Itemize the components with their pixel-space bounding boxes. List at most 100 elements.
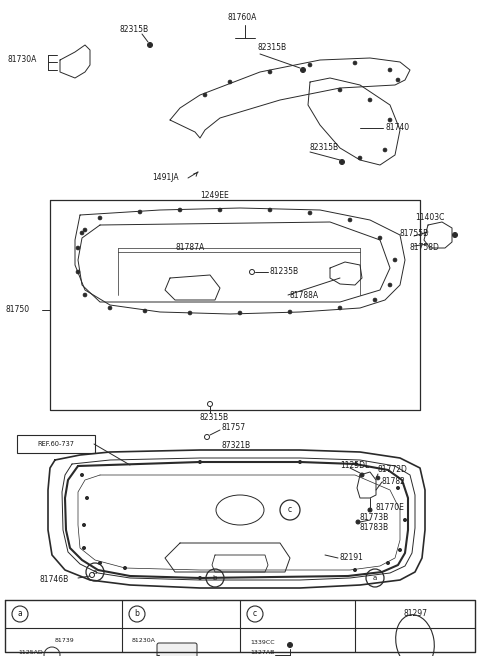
Circle shape — [98, 216, 102, 220]
Text: 87321B: 87321B — [222, 440, 251, 449]
Circle shape — [288, 310, 292, 314]
Text: c: c — [288, 506, 292, 514]
Circle shape — [396, 78, 400, 82]
Circle shape — [268, 70, 272, 73]
Text: b: b — [213, 575, 217, 581]
Circle shape — [353, 569, 357, 571]
Text: 82315B: 82315B — [258, 43, 287, 52]
Text: b: b — [134, 609, 139, 619]
Text: 81750: 81750 — [6, 306, 30, 314]
Text: 81755B: 81755B — [400, 228, 429, 237]
Text: 1327AB: 1327AB — [250, 651, 275, 655]
Circle shape — [288, 642, 292, 647]
Text: 81230A: 81230A — [132, 638, 156, 642]
Circle shape — [199, 577, 202, 579]
Circle shape — [218, 208, 222, 212]
Circle shape — [108, 306, 112, 310]
Text: 81773B: 81773B — [360, 514, 389, 522]
Circle shape — [83, 523, 85, 527]
Text: 82315B: 82315B — [200, 413, 229, 422]
FancyBboxPatch shape — [17, 435, 95, 453]
Circle shape — [308, 63, 312, 67]
Circle shape — [388, 283, 392, 287]
FancyBboxPatch shape — [157, 643, 197, 656]
Text: 81772D: 81772D — [378, 466, 408, 474]
Circle shape — [453, 232, 457, 237]
Text: 81760A: 81760A — [228, 14, 257, 22]
Circle shape — [355, 462, 358, 466]
Circle shape — [203, 93, 207, 97]
Circle shape — [199, 461, 202, 464]
Text: a: a — [18, 609, 23, 619]
Text: 82315B: 82315B — [120, 26, 149, 35]
Text: a: a — [373, 575, 377, 581]
Circle shape — [228, 80, 232, 84]
Text: 81746B: 81746B — [40, 575, 69, 584]
Text: 81783B: 81783B — [360, 523, 389, 533]
Circle shape — [393, 258, 397, 262]
Circle shape — [353, 61, 357, 65]
Circle shape — [383, 148, 387, 152]
Circle shape — [98, 562, 101, 565]
Circle shape — [308, 211, 312, 215]
Circle shape — [299, 461, 301, 464]
Text: 82191: 82191 — [340, 554, 364, 562]
Circle shape — [143, 309, 147, 313]
Circle shape — [147, 43, 153, 47]
Circle shape — [300, 68, 305, 73]
Text: 81740: 81740 — [385, 123, 409, 133]
Circle shape — [138, 210, 142, 214]
Circle shape — [373, 298, 377, 302]
Circle shape — [368, 98, 372, 102]
Circle shape — [386, 562, 389, 565]
Circle shape — [76, 246, 80, 250]
Circle shape — [339, 159, 345, 165]
Text: 81739: 81739 — [55, 638, 75, 642]
Text: c: c — [253, 609, 257, 619]
Ellipse shape — [396, 615, 434, 656]
Text: a: a — [93, 569, 97, 575]
Text: 82315B: 82315B — [310, 144, 339, 152]
Circle shape — [83, 293, 87, 297]
Circle shape — [368, 508, 372, 512]
Text: 1491JA: 1491JA — [152, 173, 179, 182]
Circle shape — [83, 546, 85, 550]
Circle shape — [360, 473, 364, 477]
Text: 1125DL: 1125DL — [340, 461, 369, 470]
Text: 81758D: 81758D — [410, 243, 440, 253]
Text: 1339CC: 1339CC — [250, 640, 275, 646]
Text: REF.60-737: REF.60-737 — [37, 441, 74, 447]
Circle shape — [338, 306, 342, 310]
Circle shape — [358, 156, 362, 160]
Text: 81757: 81757 — [222, 424, 246, 432]
Text: 81297: 81297 — [403, 609, 427, 619]
Circle shape — [123, 567, 127, 569]
Circle shape — [178, 208, 182, 212]
Circle shape — [76, 270, 80, 274]
Circle shape — [268, 208, 272, 212]
Circle shape — [238, 311, 242, 315]
Circle shape — [404, 518, 407, 522]
Circle shape — [356, 520, 360, 524]
Circle shape — [188, 311, 192, 315]
Text: 81782: 81782 — [382, 478, 406, 487]
Ellipse shape — [216, 495, 264, 525]
Circle shape — [83, 228, 87, 232]
Circle shape — [396, 487, 399, 489]
Circle shape — [85, 497, 88, 499]
Circle shape — [376, 476, 380, 480]
Circle shape — [80, 231, 84, 235]
Text: 1125AD: 1125AD — [18, 651, 43, 655]
Text: 1249EE: 1249EE — [200, 190, 229, 199]
Circle shape — [398, 548, 401, 552]
Text: 11403C: 11403C — [415, 213, 444, 222]
Circle shape — [348, 218, 352, 222]
Text: 81235B: 81235B — [270, 268, 299, 276]
Circle shape — [388, 68, 392, 72]
Text: 81787A: 81787A — [175, 243, 204, 253]
Text: 81788A: 81788A — [290, 291, 319, 300]
Circle shape — [81, 474, 84, 476]
Circle shape — [388, 118, 392, 122]
Circle shape — [378, 236, 382, 240]
Text: 81730A: 81730A — [8, 56, 37, 64]
